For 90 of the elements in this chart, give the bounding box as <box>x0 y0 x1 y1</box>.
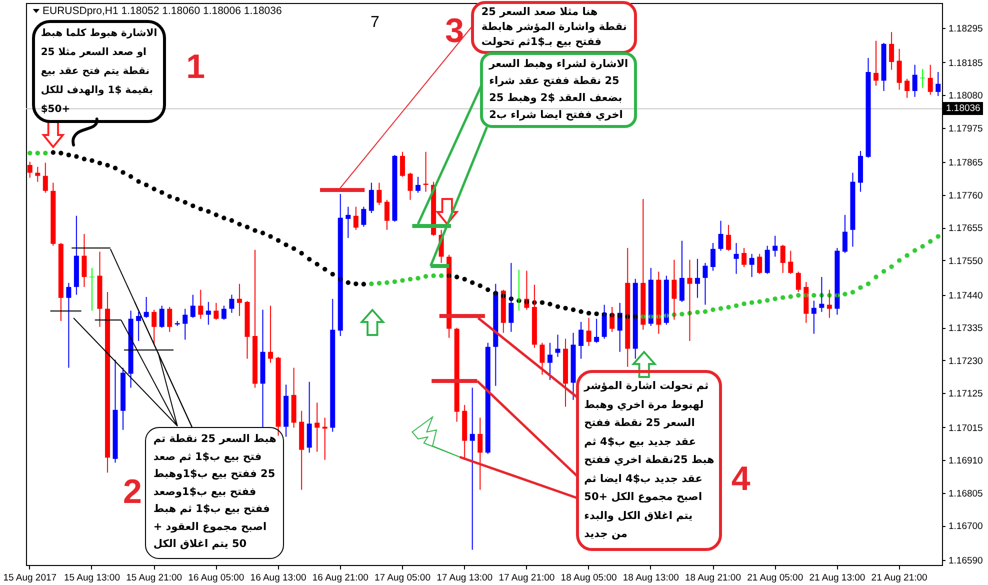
point <box>889 264 894 270</box>
point <box>726 304 731 310</box>
x-tick-label: 16 Aug 05:00 <box>188 572 244 584</box>
x-tick-label: 21 Aug 21:00 <box>871 572 928 584</box>
annotation: 1 <box>186 48 206 86</box>
x-tick-label: 16 Aug 21:00 <box>312 572 368 584</box>
point <box>874 274 878 280</box>
ref-line-label: 1.18036 <box>943 102 984 115</box>
y-tick-label: 1.16805 <box>948 488 983 500</box>
point <box>28 150 32 156</box>
annotation: 7 <box>370 14 380 31</box>
x-tick-label: 18 Aug 21:00 <box>685 572 741 584</box>
point <box>896 258 902 263</box>
y-tick-label: 1.18080 <box>948 90 983 102</box>
point <box>702 309 708 314</box>
point <box>928 239 933 244</box>
candlestick <box>920 68 926 88</box>
point <box>858 285 863 290</box>
point <box>788 294 793 299</box>
y-tick-label: 1.17230 <box>948 356 983 367</box>
annotation: هنا مثلا صعد السعر 25 نقطة واشارة المؤشر هابطة ففتح بيع بـ$1ثم تحولت <box>471 1 637 54</box>
y-tick-label: 1.17335 <box>948 323 983 334</box>
x-tick-label: 15 Aug 21:00 <box>126 572 182 584</box>
text: ثم تحولت اشارة المؤشر لهبوط مرة اخري وهبط السعر 25 نقطة ففتح عقد جديد بيع ب$4 ثم هبط 25نقطة اخري ففتح عقد جديد ب$4 ايضا ثم اصبح مجموع الكل +50 يتم اغلاق الكل والبدء من جديد <box>584 380 714 540</box>
point <box>757 299 762 304</box>
point <box>376 280 382 286</box>
y-tick-label: 1.16700 <box>948 521 983 532</box>
y-tick-label: 1.18185 <box>948 58 983 69</box>
point <box>842 292 848 296</box>
point <box>384 280 390 285</box>
y-tick-label: 1.17760 <box>948 190 983 202</box>
point <box>866 282 871 286</box>
point <box>881 269 886 274</box>
y-tick-label: 1.16910 <box>948 456 983 467</box>
x-tick-label: 15 Aug 13:00 <box>64 572 120 584</box>
annotation: 3 <box>445 12 464 50</box>
x-tick-label: 21 Aug 05:00 <box>747 572 804 584</box>
y-tick-label: 1.17550 <box>948 256 983 267</box>
point <box>680 312 684 316</box>
candlestick <box>423 151 428 192</box>
point <box>772 296 778 302</box>
y-tick-label: 1.17440 <box>948 290 983 302</box>
x-tick-label: 16 Aug 13:00 <box>250 572 306 584</box>
x-tick-label: 17 Aug 13:00 <box>436 572 493 584</box>
point <box>710 307 716 312</box>
point <box>369 282 374 286</box>
point <box>780 295 786 300</box>
point <box>749 300 754 305</box>
y-tick-label: 1.17125 <box>948 388 983 400</box>
y-tick-label: 1.17655 <box>948 223 983 234</box>
candlestick <box>89 267 94 312</box>
point <box>850 290 856 295</box>
point <box>43 150 48 156</box>
annotation: 4 <box>731 460 750 498</box>
point <box>912 248 918 253</box>
point <box>416 276 420 281</box>
y-tick-label: 1.17865 <box>948 158 983 169</box>
annotation: الاشارة لشراء وهبط السعر 25 نقطة ففتح عقد شراء بضعف العقد $2 وهبط 25 اخري ففتح ايضا شراء ب2 <box>480 52 638 128</box>
point <box>796 293 801 298</box>
y-tick-label: 1.18295 <box>948 23 983 34</box>
point <box>904 253 910 258</box>
point <box>408 276 413 282</box>
x-tick-label: 15 Aug 2017 <box>3 572 57 584</box>
point <box>764 298 770 303</box>
x-tick-label: 18 Aug 13:00 <box>622 572 679 584</box>
point <box>400 278 405 283</box>
point <box>35 150 40 156</box>
point <box>431 273 436 278</box>
annotation: 2 <box>123 473 142 511</box>
point <box>718 306 724 311</box>
point <box>812 293 816 298</box>
x-tick-label: 17 Aug 05:00 <box>374 572 430 584</box>
point <box>438 273 444 278</box>
point <box>742 301 746 306</box>
x-tick-label: 17 Aug 21:00 <box>498 572 555 584</box>
point <box>936 234 940 239</box>
x-tick-label: 21 Aug 13:00 <box>809 572 866 584</box>
point <box>695 310 700 315</box>
y-tick-label: 1.17015 <box>948 422 983 434</box>
point <box>392 279 398 284</box>
point <box>920 244 925 249</box>
annotation: هبط السعر 25 نقطة تم فتح بيع ب$1 ثم صعد 25 ففتح بيع ب$1وهبط ففتح بيع ب$1وصعد ففتح بيع ب$1 ثم هبط اصبح مجموع العقود + 50 يتم اغلاق الكل <box>145 427 284 559</box>
chart-title: EURUSDpro,H1 1.18052 1.18060 1.18006 1.18036 <box>42 5 282 17</box>
candlestick <box>174 320 180 326</box>
y-tick-label: 1.16590 <box>948 556 983 567</box>
annotation: الاشارة هبوط كلما هبط او صعد السعر مثلا 25 نقطة يتم فتح عقد بيع بقيمة $1 والهدف للكل $50+ <box>32 20 166 123</box>
point <box>734 303 739 308</box>
y-tick-label: 1.17975 <box>948 123 983 134</box>
x-tick-label: 18 Aug 05:00 <box>560 572 617 584</box>
point <box>423 274 428 279</box>
